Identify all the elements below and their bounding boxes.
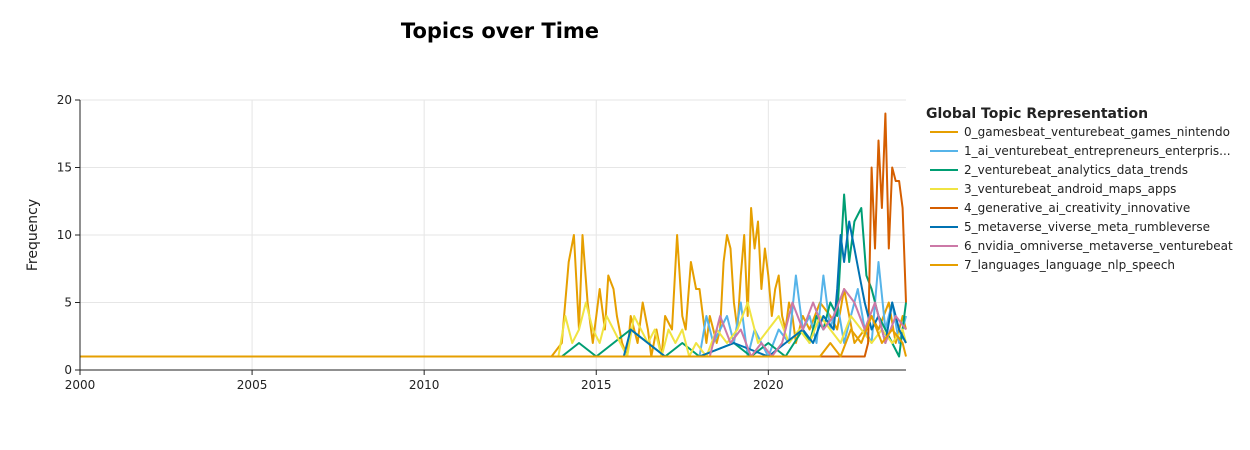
legend-label: 4_generative_ai_creativity_innovative bbox=[964, 201, 1190, 215]
chart-title: Topics over Time bbox=[401, 19, 599, 43]
legend-label: 5_metaverse_viverse_meta_rumbleverse bbox=[964, 220, 1210, 234]
legend-item-2[interactable]: 2_venturebeat_analytics_data_trends bbox=[930, 163, 1188, 177]
series-line-5[interactable] bbox=[80, 220, 907, 358]
y-tick-label: 0 bbox=[64, 363, 72, 377]
axes: 2000 2005 2010 2015 2020 0 5 10 15 20 bbox=[57, 93, 906, 392]
y-tick-label: 5 bbox=[64, 296, 72, 310]
legend-item-7[interactable]: 7_languages_language_nlp_speech bbox=[930, 258, 1175, 272]
x-tick-label: 2000 bbox=[65, 378, 96, 392]
series-line-6[interactable] bbox=[80, 288, 907, 358]
y-tick-label: 10 bbox=[57, 228, 72, 242]
x-tick-label: 2005 bbox=[237, 378, 268, 392]
y-axis-label: Frequency bbox=[25, 199, 41, 271]
legend-label: 1_ai_venturebeat_entrepreneurs_enterpris… bbox=[964, 144, 1231, 158]
legend-item-1[interactable]: 1_ai_venturebeat_entrepreneurs_enterpris… bbox=[930, 144, 1231, 158]
series-line-7[interactable] bbox=[80, 315, 907, 358]
series-lines bbox=[80, 112, 907, 358]
legend-label: 3_venturebeat_android_maps_apps bbox=[964, 182, 1176, 196]
x-tick-label: 2015 bbox=[581, 378, 612, 392]
legend-item-3[interactable]: 3_venturebeat_android_maps_apps bbox=[930, 182, 1176, 196]
legend-label: 6_nvidia_omniverse_metaverse_venturebeat bbox=[964, 239, 1233, 253]
legend-label: 0_gamesbeat_venturebeat_games_nintendo bbox=[964, 125, 1230, 139]
legend[interactable]: Global Topic Representation 0_gamesbeat_… bbox=[926, 106, 1233, 272]
series-line-2[interactable] bbox=[80, 193, 907, 358]
series-line-4[interactable] bbox=[80, 112, 907, 358]
y-tick-label: 20 bbox=[57, 93, 72, 107]
x-tick-label: 2020 bbox=[753, 378, 784, 392]
legend-label: 2_venturebeat_analytics_data_trends bbox=[964, 163, 1188, 177]
legend-item-5[interactable]: 5_metaverse_viverse_meta_rumbleverse bbox=[930, 220, 1210, 234]
legend-item-6[interactable]: 6_nvidia_omniverse_metaverse_venturebeat bbox=[930, 239, 1233, 253]
legend-label: 7_languages_language_nlp_speech bbox=[964, 258, 1175, 272]
series-line-3[interactable] bbox=[80, 301, 907, 358]
legend-item-4[interactable]: 4_generative_ai_creativity_innovative bbox=[930, 201, 1190, 215]
y-tick-label: 15 bbox=[57, 161, 72, 175]
legend-title: Global Topic Representation bbox=[926, 106, 1148, 122]
legend-item-0[interactable]: 0_gamesbeat_venturebeat_games_nintendo bbox=[930, 125, 1230, 139]
x-tick-label: 2010 bbox=[409, 378, 440, 392]
grid bbox=[79, 99, 906, 371]
